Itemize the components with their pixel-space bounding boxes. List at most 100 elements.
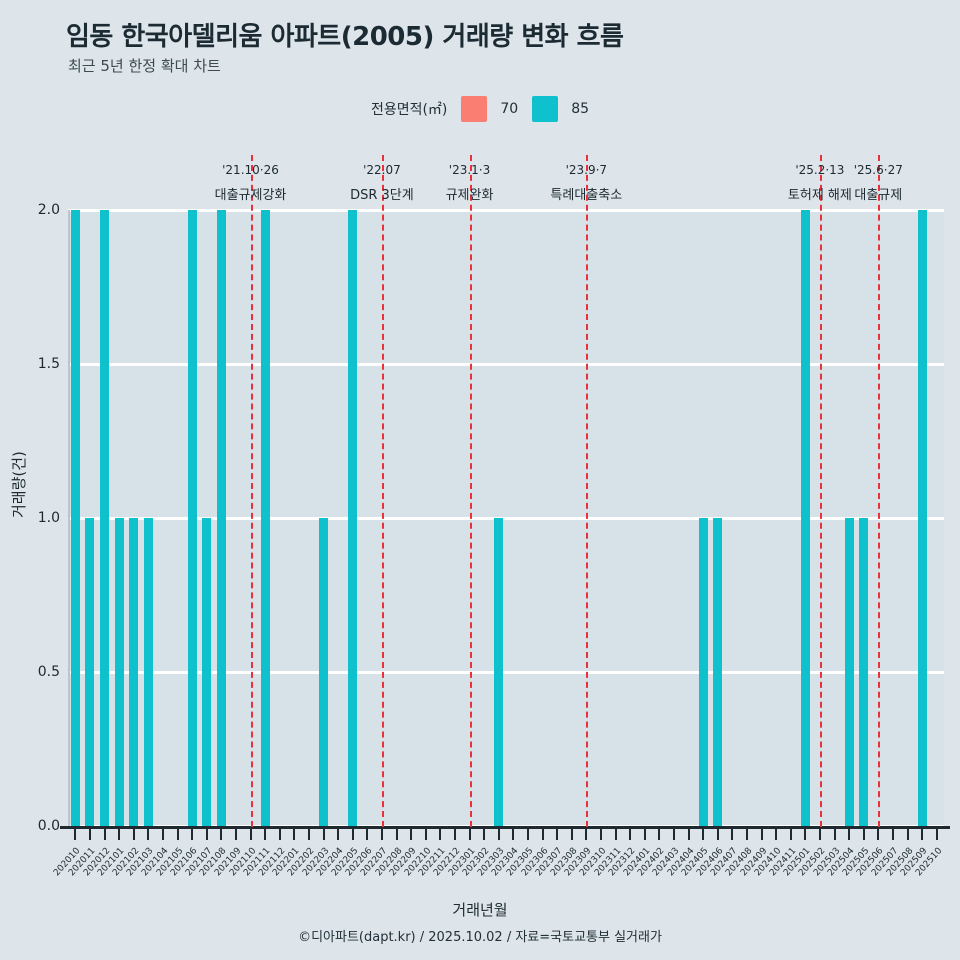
grid-line <box>68 208 944 212</box>
bar-202203-85[interactable] <box>318 518 329 826</box>
x-axis-tick <box>570 829 573 840</box>
event-marker-line-1 <box>381 155 384 827</box>
page-title: 임동 한국아델리움 아파트(2005) 거래량 변화 흐름 <box>66 22 624 52</box>
event-name-label-0: 대출규제강화 <box>214 188 287 203</box>
x-axis-tick <box>877 829 880 840</box>
x-axis-tick <box>205 829 208 840</box>
x-axis-tick <box>118 829 121 840</box>
x-axis-tick <box>848 829 851 840</box>
x-axis-tick <box>468 829 471 840</box>
x-axis-tick <box>424 829 427 840</box>
bar-202406-85[interactable] <box>713 518 723 826</box>
x-axis-tick <box>322 829 325 840</box>
bar-202103-85[interactable] <box>143 518 153 826</box>
event-marker-line-5 <box>878 155 881 827</box>
legend-title: 전용면적(㎡) <box>370 102 448 118</box>
y-axis-tick-label: 1.5 <box>37 356 60 372</box>
x-axis-tick <box>147 829 150 840</box>
x-axis-tick <box>176 829 179 840</box>
bar-202405-85[interactable] <box>698 518 708 826</box>
event-marker-line-4 <box>819 155 822 827</box>
bar-202111-85[interactable] <box>260 210 270 826</box>
x-axis-tick <box>804 829 807 840</box>
x-axis-tick <box>760 829 763 840</box>
y-axis-tick-label: 0.0 <box>37 818 60 834</box>
grid-line <box>68 516 944 520</box>
bar-202303-85[interactable] <box>494 518 504 826</box>
x-axis-tick <box>307 829 310 840</box>
bar-202012-85[interactable] <box>99 210 110 826</box>
bar-202504-85[interactable] <box>844 518 854 826</box>
x-axis-tick <box>264 829 267 840</box>
grid-line <box>68 362 944 366</box>
x-axis-title: 거래년월 <box>452 901 508 919</box>
x-axis-tick <box>337 829 340 840</box>
bar-202106-85[interactable] <box>187 210 197 826</box>
x-axis-tick <box>672 829 675 840</box>
event-date-label-0: '21.10·26 <box>222 163 279 177</box>
x-axis-tick <box>745 829 748 840</box>
event-marker-line-0 <box>250 155 253 827</box>
event-date-label-1: '22.07 <box>363 163 401 177</box>
x-axis-tick <box>103 829 106 840</box>
legend-swatch-85 <box>532 96 559 122</box>
legend-label-85: 85 <box>571 101 590 117</box>
y-axis-tick-label: 1.0 <box>37 510 60 526</box>
legend-item-85[interactable]: 85 <box>532 96 589 122</box>
x-axis-tick <box>453 829 456 840</box>
x-axis-tick <box>702 829 705 840</box>
legend-label-70: 70 <box>500 101 519 117</box>
bar-202505-85[interactable] <box>859 518 869 826</box>
event-name-label-2: 규제완화 <box>445 188 494 203</box>
x-axis-tick <box>234 829 237 840</box>
x-axis-tick <box>439 829 442 840</box>
bar-202102-85[interactable] <box>129 518 139 826</box>
event-date-label-4: '25.2·13 <box>795 163 845 177</box>
y-axis-line <box>68 210 70 826</box>
x-axis-tick <box>716 829 719 840</box>
x-axis-tick <box>599 829 602 840</box>
legend-item-70[interactable]: 70 <box>461 96 518 122</box>
x-axis-tick <box>891 829 894 840</box>
bar-202205-85[interactable] <box>348 210 358 826</box>
x-axis-tick <box>351 829 354 840</box>
legend-swatch-70 <box>461 96 488 122</box>
x-axis-tick <box>161 829 164 840</box>
event-date-label-5: '25.6·27 <box>853 163 903 177</box>
y-axis-tick-label: 0.5 <box>37 664 60 680</box>
event-date-label-3: '23.9·7 <box>565 163 608 177</box>
x-axis-tick <box>935 829 938 840</box>
bar-202010-85[interactable] <box>70 210 80 826</box>
bar-202501-85[interactable] <box>800 210 810 826</box>
x-axis-tick <box>293 829 296 840</box>
x-axis-tick <box>88 829 91 840</box>
bar-202011-85[interactable] <box>85 518 95 826</box>
bar-202509-85[interactable] <box>917 210 927 826</box>
bar-202108-85[interactable] <box>216 210 226 826</box>
legend: 전용면적(㎡) 70 85 <box>0 96 960 122</box>
event-name-label-4: 토허제 해제 <box>787 188 852 203</box>
x-axis-tick <box>658 829 661 840</box>
x-axis-tick <box>629 829 632 840</box>
bar-202107-85[interactable] <box>202 518 212 826</box>
x-axis-tick <box>643 829 646 840</box>
grid-line <box>68 670 944 674</box>
x-axis-tick <box>132 829 135 840</box>
x-axis-tick <box>483 829 486 840</box>
x-axis-tick <box>220 829 223 840</box>
x-axis-tick <box>921 829 924 840</box>
y-axis-title: 거래량(건) <box>10 451 28 518</box>
event-name-label-5: 대출규제 <box>854 188 903 203</box>
x-axis-tick <box>687 829 690 840</box>
x-axis-tick <box>556 829 559 840</box>
x-axis-tick <box>191 829 194 840</box>
x-axis-tick <box>497 829 500 840</box>
x-axis-tick <box>614 829 617 840</box>
bar-202101-85[interactable] <box>114 518 124 826</box>
x-axis-tick <box>249 829 252 840</box>
x-axis-tick <box>862 829 865 840</box>
x-axis-tick <box>789 829 792 840</box>
x-axis-line <box>60 826 950 829</box>
x-axis-tick <box>512 829 515 840</box>
